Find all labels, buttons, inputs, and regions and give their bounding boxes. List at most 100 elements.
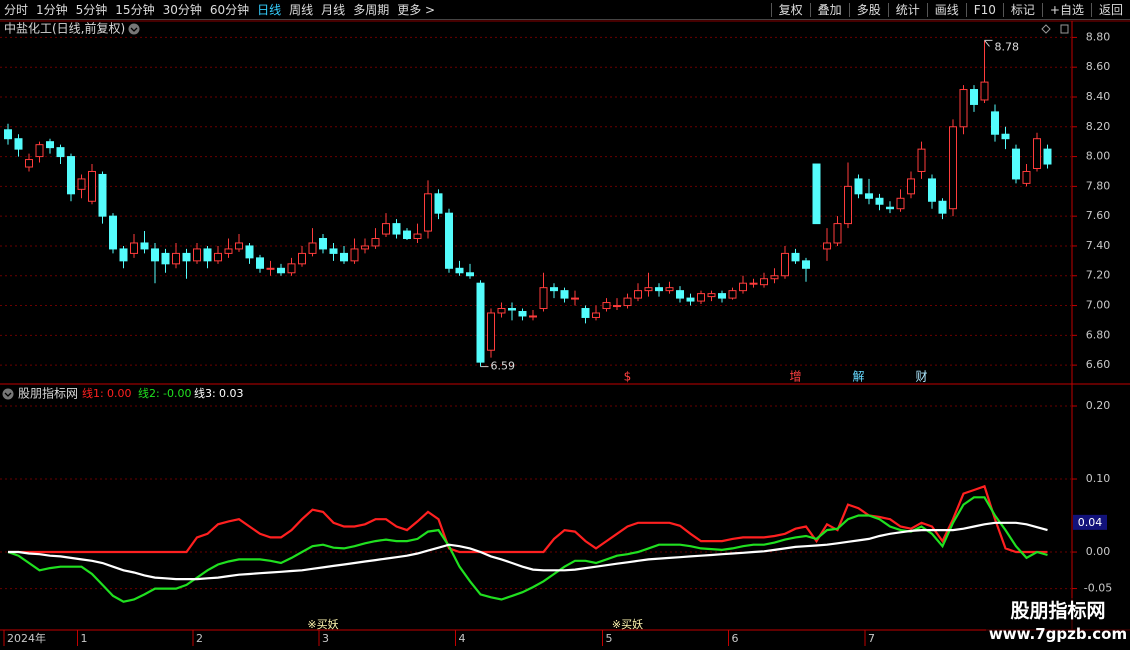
tool-button[interactable]: 复权 bbox=[770, 3, 810, 17]
candle-body bbox=[634, 290, 642, 299]
candle-body bbox=[991, 111, 999, 135]
period-tab[interactable]: 月线 bbox=[321, 3, 346, 17]
candle-body bbox=[151, 248, 159, 262]
candle-body bbox=[812, 163, 821, 225]
y-tick-label: 0.10 bbox=[1086, 472, 1111, 485]
candle-body bbox=[224, 248, 233, 254]
collapse-icon bbox=[130, 27, 138, 32]
tool-button[interactable]: F10 bbox=[965, 3, 1003, 17]
y-tick-label: 6.80 bbox=[1086, 328, 1111, 341]
candle-body bbox=[655, 287, 663, 292]
current-value-box bbox=[1073, 514, 1107, 530]
candle-body bbox=[140, 242, 149, 250]
candle-body bbox=[518, 310, 527, 317]
y-tick-label: 0.20 bbox=[1086, 399, 1111, 412]
candle-body bbox=[770, 275, 779, 280]
candle-body bbox=[119, 248, 128, 262]
y-tick-label: 8.20 bbox=[1086, 120, 1111, 133]
period-tab[interactable]: 周线 bbox=[289, 3, 314, 17]
candle-body bbox=[287, 263, 296, 274]
candle-body bbox=[896, 197, 905, 210]
candle-body bbox=[508, 308, 516, 311]
event-marker: $ bbox=[624, 370, 632, 384]
candle-body bbox=[476, 282, 485, 363]
event-marker: 增 bbox=[789, 370, 801, 384]
candle-body bbox=[172, 252, 180, 265]
candle-body bbox=[497, 308, 506, 314]
candle-body bbox=[592, 312, 600, 318]
candle-body bbox=[728, 290, 737, 299]
collapse-icon[interactable] bbox=[2, 388, 14, 400]
signal-label: ※买妖 bbox=[612, 617, 643, 631]
candle-body bbox=[413, 233, 422, 240]
legend-value: 0.03 bbox=[219, 387, 244, 400]
y-tick-label: 7.80 bbox=[1086, 179, 1111, 192]
annotation-pointer bbox=[984, 39, 993, 47]
candle-body bbox=[266, 267, 275, 270]
candle-body bbox=[392, 223, 401, 235]
candle-body bbox=[854, 178, 863, 195]
candle-body bbox=[707, 293, 716, 298]
candle-body bbox=[455, 267, 464, 274]
period-tab[interactable]: 60分钟 bbox=[209, 3, 250, 17]
option-icon[interactable] bbox=[1041, 24, 1051, 34]
period-tab[interactable]: 日线 bbox=[257, 3, 282, 17]
candle-body bbox=[46, 141, 54, 149]
candle-body bbox=[938, 200, 947, 214]
candle-body bbox=[875, 197, 884, 205]
candle-body bbox=[403, 230, 411, 240]
candle-body bbox=[361, 245, 369, 250]
legend-value: 0.00 bbox=[107, 387, 132, 400]
candle-body bbox=[1022, 170, 1031, 184]
candle-body bbox=[529, 315, 537, 318]
indicator-title: 股朋指标网 bbox=[18, 386, 78, 401]
event-marker: 解 bbox=[852, 370, 864, 384]
watermark-title: 股朋指标网 bbox=[1010, 600, 1106, 622]
x-tick-label: 2 bbox=[196, 632, 203, 645]
period-tab[interactable]: 分时 bbox=[4, 3, 29, 17]
candle-body bbox=[802, 260, 810, 269]
candle-body bbox=[781, 252, 789, 277]
tool-button[interactable]: 叠加 bbox=[809, 3, 849, 17]
tool-button[interactable]: 多股 bbox=[848, 3, 888, 17]
tool-button[interactable]: 统计 bbox=[887, 3, 927, 17]
tool-button[interactable]: 标记 bbox=[1002, 3, 1042, 17]
candle-body bbox=[130, 242, 138, 254]
period-tab[interactable]: 多周期 bbox=[353, 3, 390, 17]
candle-body bbox=[4, 129, 12, 140]
y-tick-label: 0.00 bbox=[1086, 545, 1111, 558]
candle-body bbox=[676, 290, 684, 299]
tool-button[interactable]: 画线 bbox=[926, 3, 966, 17]
low-annotation: 6.59 bbox=[491, 360, 516, 373]
period-tab[interactable]: 15分钟 bbox=[115, 3, 155, 17]
candle-body bbox=[445, 212, 453, 269]
y-tick-label: 7.20 bbox=[1086, 269, 1111, 282]
candle-body bbox=[959, 89, 968, 128]
collapse-icon[interactable] bbox=[128, 23, 140, 35]
candle-body bbox=[56, 147, 65, 158]
candle-body bbox=[560, 290, 569, 299]
period-tab[interactable]: 5分钟 bbox=[75, 3, 108, 17]
candle-body bbox=[665, 287, 674, 292]
candle-body bbox=[88, 170, 96, 202]
candle-body bbox=[739, 282, 747, 292]
tool-button[interactable]: 返回 bbox=[1090, 3, 1130, 17]
period-tab[interactable]: 30分钟 bbox=[162, 3, 202, 17]
period-tab[interactable]: 1分钟 bbox=[36, 3, 68, 17]
candle-body bbox=[14, 138, 23, 150]
candle-body bbox=[571, 297, 579, 300]
y-tick-label: 7.40 bbox=[1086, 239, 1111, 252]
y-tick-label: -0.05 bbox=[1084, 582, 1112, 595]
candle-body bbox=[371, 238, 380, 247]
period-tab[interactable]: 更多 > bbox=[397, 3, 436, 17]
candle-body bbox=[203, 248, 212, 262]
candle-body bbox=[823, 242, 831, 250]
tool-button[interactable]: +自选 bbox=[1041, 3, 1091, 17]
option-icon[interactable] bbox=[1060, 24, 1069, 34]
x-tick-label: 6 bbox=[732, 632, 739, 645]
y-tick-label: 8.40 bbox=[1086, 90, 1111, 103]
legend-name: 线3: bbox=[194, 386, 216, 400]
y-tick-label: 8.60 bbox=[1086, 60, 1111, 73]
